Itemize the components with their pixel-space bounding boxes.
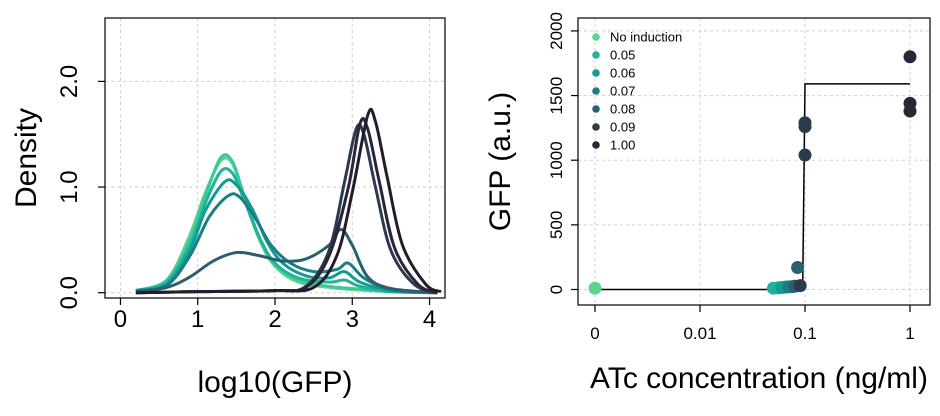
x-axis-title: log10(GFP) [197,366,352,399]
y-tick-label: 1000 [547,141,566,179]
data-point [798,116,812,130]
density-series-5 [135,192,438,295]
x-tick-label: 1 [905,324,914,343]
data-point [791,261,805,275]
y-tick-label: 0 [547,285,566,294]
legend-label: No induction [610,30,682,45]
data-point [588,281,602,295]
legend: No induction 0.05 0.06 0.07 0.08 0.09 1.00 [592,30,682,153]
y-tick-label: 2000 [547,12,566,50]
gfp-dose-panel: 0 0.01 0.1 1 0 500 1000 1500 2000 ATc concentrati… [484,12,931,395]
x-axis-title: ATc concentration (ng/ml) [590,362,928,395]
plot-frame-right [577,17,931,306]
legend-label: 1.00 [610,138,635,153]
density-series-3 [135,166,438,295]
density-panel: 0 1 2 3 4 0.0 1.0 2.0 log10(GFP) Density [10,17,446,399]
legend-marker [592,123,600,131]
legend-marker [592,69,600,77]
fit-line [595,83,910,291]
density-series-9 [135,107,442,295]
legend-label: 0.05 [610,48,635,63]
legend-label: 0.07 [610,84,635,99]
data-point [903,104,917,118]
x-tick-label: 3 [346,306,359,333]
x-tick-label: 2 [268,306,281,333]
data-point [793,279,807,293]
y-axis-title: GFP (a.u.) [484,92,517,231]
data-point [903,50,917,64]
y-tick-label: 500 [547,211,566,239]
y-tick-label: 2.0 [56,65,83,98]
legend-marker [592,105,600,113]
x-tick-label: 0.1 [793,324,817,343]
legend-label: 0.09 [610,120,635,135]
legend-marker [592,87,600,95]
y-tick-label: 1500 [547,77,566,115]
x-tick-label: 0 [590,324,599,343]
y-axis-title: Density [10,108,43,208]
x-tick-label: 0 [114,306,127,333]
x-tick-label: 0.01 [683,324,716,343]
legend-label: 0.08 [610,102,635,117]
legend-label: 0.06 [610,66,635,81]
legend-marker [592,51,600,59]
x-tick-label: 4 [423,306,436,333]
y-tick-label: 0.0 [56,276,83,309]
legend-marker [592,141,600,149]
x-tick-label: 1 [191,306,204,333]
y-tick-label: 1.0 [56,170,83,203]
data-point [798,148,812,162]
density-series-6 [135,227,438,295]
legend-marker [592,33,600,41]
